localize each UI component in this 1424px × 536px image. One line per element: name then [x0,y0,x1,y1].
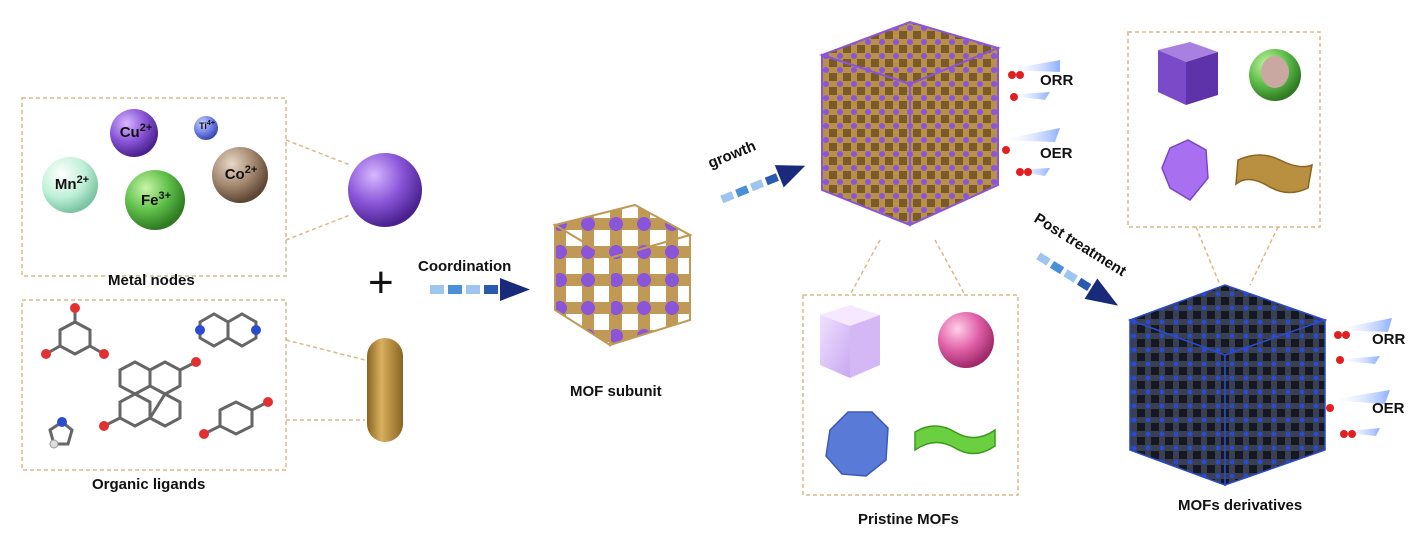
reaction-comets-bottom [1326,318,1392,438]
cu-charge: 2+ [139,122,153,134]
pristine-lavender-cube [820,305,880,378]
derivative-zoom-lines [1195,226,1279,286]
co-ion-sphere [212,147,268,203]
fe-symbol: Fe [140,192,159,209]
pristine-blue-polyhedron [825,411,889,477]
co-symbol: Co [224,166,245,183]
growth-arrow [720,165,806,204]
post-treatment-arrow [1036,252,1119,306]
ligand-molecules [45,308,269,446]
orr-label-bottom: ORR [1372,331,1406,348]
coordination-arrow [430,278,530,301]
mn-charge: 2+ [76,174,90,186]
derivative-purple-cube [1158,42,1218,105]
pristine-zoom-lines [849,239,966,296]
fe-ion-label: Fe3+ [133,190,179,209]
orr-label-top: ORR [1040,72,1074,89]
pristine-mof-lattice-cube [818,20,1002,227]
metal-nodes-label: Metal nodes [108,272,195,289]
pristine-green-sheet [914,425,996,455]
zoom-lines [285,139,366,421]
fe-charge: 3+ [158,190,172,202]
mn-ion-sphere [42,157,98,213]
co-charge: 2+ [244,164,258,176]
mofs-derivative-dark-cube [1127,284,1328,487]
derivative-shapes-box [1127,31,1321,228]
organic-ligands-label: Organic ligands [92,476,206,493]
mn-symbol: Mn [54,176,77,193]
fe-ion-sphere [125,170,185,230]
metal-node-sphere [348,153,422,227]
derivative-octahedron [1161,139,1209,201]
pristine-pink-sphere [938,312,994,368]
ligand-atoms [41,303,273,449]
mofs-derivatives-label: MOFs derivatives [1178,497,1303,514]
ti-ion-label: Ti4+ [194,120,220,131]
oer-label-top: OER [1040,145,1073,162]
coordination-label: Coordination [418,258,512,275]
derivative-porous-sheet [1235,154,1313,194]
metal-nodes-box [21,97,287,277]
mof-subunit-label: MOF subunit [570,383,662,400]
co-ion-label: Co2+ [218,164,264,183]
mn-ion-label: Mn2+ [48,174,96,193]
oer-label-bottom: OER [1372,400,1405,417]
cu-ion-sphere [110,109,158,157]
reaction-comets-top [1000,60,1060,176]
plus-sign: + [368,258,394,307]
mof-subunit-cube [552,203,693,347]
ti-ion-sphere [194,116,218,140]
pristine-mofs-label: Pristine MOFs [858,511,959,528]
ti-symbol: Ti [199,121,207,131]
organic-ligand-rod [367,338,403,442]
cu-symbol: Cu [119,124,140,141]
ti-charge: 4+ [206,120,215,127]
cu-ion-label: Cu2+ [116,122,156,141]
pristine-mofs-box [802,294,1019,496]
derivative-yolk-shell-sphere [1249,49,1301,101]
